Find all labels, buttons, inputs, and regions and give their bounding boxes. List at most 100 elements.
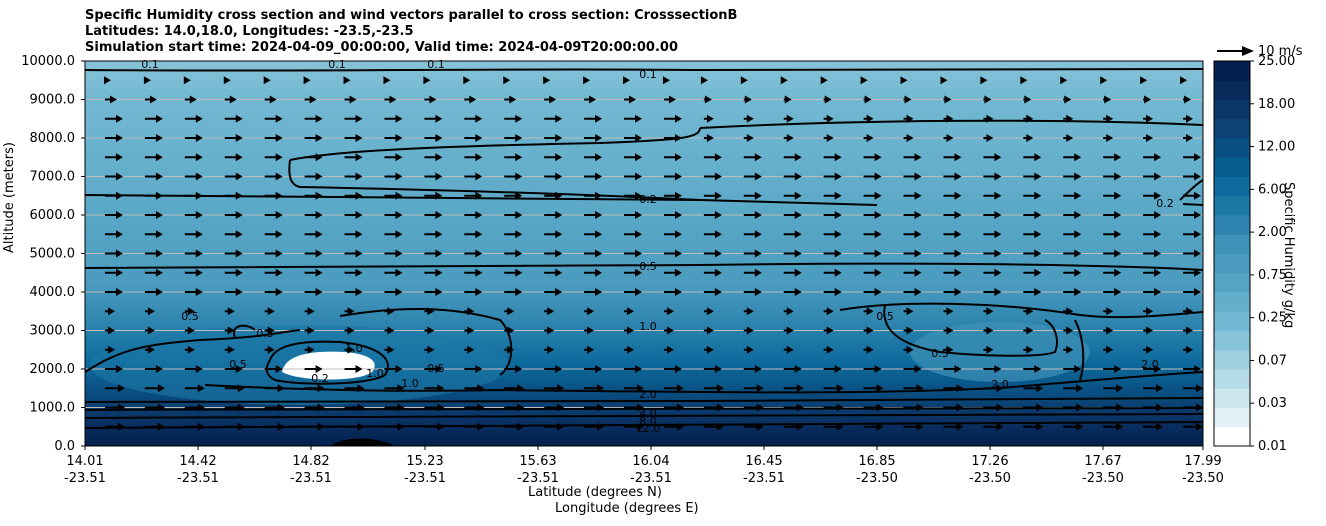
wind-vector bbox=[1023, 211, 1042, 219]
wind-vector bbox=[1183, 95, 1192, 104]
wind-vector bbox=[144, 230, 163, 239]
wind-vector bbox=[544, 230, 563, 239]
wind-vector bbox=[424, 384, 445, 393]
wind-vector bbox=[224, 345, 235, 354]
wind-vector bbox=[584, 288, 603, 296]
wind-vector bbox=[783, 249, 802, 258]
wind-vector bbox=[1063, 365, 1082, 373]
wind-vector bbox=[820, 76, 828, 85]
wind-vector bbox=[823, 191, 842, 200]
wind-vector bbox=[1183, 384, 1204, 393]
wind-vector bbox=[344, 365, 363, 373]
wind-vector bbox=[304, 384, 325, 393]
wind-vector bbox=[144, 268, 163, 277]
colorbar-tick-label: 25.00 bbox=[1258, 54, 1295, 69]
title-line-1: Specific Humidity cross section and wind… bbox=[85, 8, 738, 23]
wind-vector bbox=[424, 191, 443, 200]
wind-vector bbox=[983, 114, 994, 123]
wind-vector bbox=[1023, 384, 1044, 393]
colorbar bbox=[1213, 60, 1251, 447]
wind-vector bbox=[663, 153, 682, 162]
wind-vector bbox=[743, 268, 762, 277]
wind-vector bbox=[304, 365, 323, 373]
contour-label: 0.1 bbox=[328, 58, 346, 71]
wind-vector bbox=[943, 95, 952, 104]
wind-vector bbox=[424, 288, 443, 296]
wind-vector bbox=[943, 345, 954, 354]
wind-vector bbox=[224, 384, 245, 393]
colorbar-segment bbox=[1214, 349, 1250, 370]
wind-vector bbox=[384, 345, 395, 354]
wind-vector bbox=[624, 268, 643, 277]
wind-vector bbox=[663, 365, 682, 373]
wind-vector bbox=[663, 403, 684, 412]
wind-vector bbox=[504, 422, 525, 431]
wind-vector bbox=[823, 95, 832, 104]
wind-vector bbox=[943, 211, 962, 219]
wind-vector bbox=[424, 403, 445, 412]
wind-vector bbox=[1060, 76, 1068, 85]
wind-vector bbox=[303, 76, 311, 85]
x-tick-lat: 16.45 bbox=[745, 454, 782, 469]
wind-vector bbox=[663, 268, 682, 277]
colorbar-tick-label: 12.00 bbox=[1258, 140, 1295, 155]
wind-vector bbox=[743, 345, 754, 354]
colorbar-tick-label: 6.00 bbox=[1258, 182, 1287, 197]
wind-vector bbox=[384, 230, 403, 239]
wind-vector bbox=[624, 249, 643, 258]
wind-vector bbox=[104, 403, 125, 412]
wind-vector bbox=[1183, 307, 1194, 316]
wind-vector bbox=[184, 230, 203, 239]
wind-vector bbox=[1023, 230, 1042, 239]
x-axis-label: Latitude (degrees N) bbox=[528, 485, 662, 500]
wind-vector bbox=[663, 114, 682, 123]
wind-vector bbox=[224, 288, 243, 296]
wind-vector bbox=[104, 307, 115, 316]
wind-vector bbox=[743, 172, 762, 181]
wind-vector bbox=[983, 345, 994, 354]
wind-vector bbox=[224, 134, 243, 142]
wind-vector bbox=[1103, 307, 1114, 316]
wind-vector bbox=[184, 114, 203, 123]
wind-vector bbox=[304, 134, 323, 142]
wind-vector bbox=[184, 403, 205, 412]
wind-vector bbox=[384, 307, 395, 316]
wind-vector bbox=[983, 403, 1004, 412]
wind-vector bbox=[1023, 345, 1034, 354]
wind-vector bbox=[1103, 95, 1112, 104]
wind-vector bbox=[823, 211, 842, 219]
wind-vector bbox=[464, 230, 483, 239]
wind-vector bbox=[624, 422, 645, 431]
wind-vector bbox=[504, 114, 523, 123]
wind-vector bbox=[903, 422, 924, 431]
contour-label: 0.2 bbox=[311, 372, 329, 385]
wind-vector bbox=[584, 153, 603, 162]
wind-vector bbox=[943, 172, 962, 181]
wind-vector bbox=[1023, 288, 1042, 296]
wind-vector bbox=[823, 288, 842, 296]
wind-vector bbox=[384, 403, 405, 412]
wind-vector bbox=[1143, 153, 1162, 162]
wind-vector bbox=[344, 288, 363, 296]
colorbar-tick-label: 0.25 bbox=[1258, 311, 1287, 326]
wind-vector bbox=[384, 365, 403, 373]
wind-vector bbox=[264, 384, 285, 393]
wind-vector bbox=[823, 384, 844, 393]
wind-vector bbox=[903, 95, 912, 104]
wind-vector bbox=[344, 95, 357, 104]
wind-vector bbox=[1023, 191, 1042, 200]
colorbar-segment bbox=[1214, 253, 1250, 274]
wind-vector bbox=[783, 172, 802, 181]
wind-vector bbox=[1063, 422, 1084, 431]
x-tick-lon: -23.51 bbox=[290, 471, 332, 486]
wind-vector bbox=[1023, 365, 1042, 373]
wind-vector bbox=[544, 422, 565, 431]
wind-vector bbox=[504, 326, 515, 335]
wind-vector bbox=[184, 307, 195, 316]
x-tick-lon: -23.51 bbox=[404, 471, 446, 486]
wind-vector bbox=[464, 365, 483, 373]
wind-vector bbox=[504, 268, 523, 277]
wind-vector bbox=[1023, 326, 1034, 335]
wind-vector bbox=[344, 153, 363, 162]
wind-vector bbox=[584, 211, 603, 219]
